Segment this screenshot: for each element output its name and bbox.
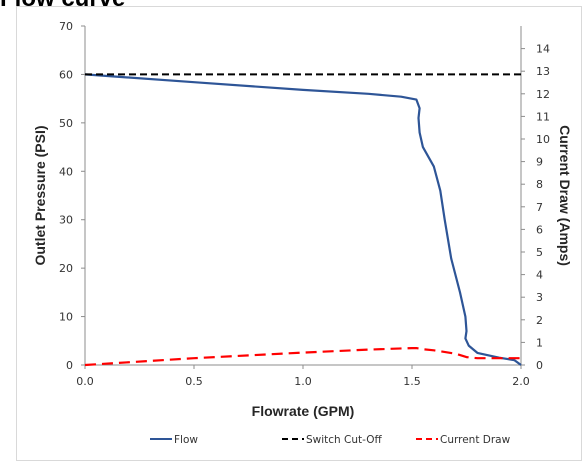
axes-layer [84, 26, 522, 366]
series-line-current-draw [84, 347, 521, 367]
y2-tick-label: 9 [536, 156, 543, 169]
legend-label: Current Draw [440, 434, 511, 446]
series-line-flow [84, 73, 522, 366]
y2-tick-label: 10 [536, 133, 550, 146]
y2-tick-label: 4 [536, 269, 543, 282]
legend-label: Switch Cut-Off [306, 434, 383, 446]
x-tick-label: 2.0 [512, 375, 530, 388]
legend-label: Flow [174, 434, 198, 446]
y2-tick-label: 12 [536, 88, 550, 101]
y2-axis-title: Current Draw (Amps) [557, 125, 573, 266]
y2-tick-label: 7 [536, 201, 543, 214]
y2-tick-label: 14 [536, 43, 550, 56]
y-tick-label: 70 [59, 20, 73, 33]
x-axis-title: Flowrate (GPM) [252, 403, 355, 419]
y-tick-label: 30 [59, 214, 73, 227]
y-tick-label: 0 [66, 359, 73, 372]
y-tick-label: 20 [59, 262, 73, 275]
x-tick-label: 0.5 [185, 375, 203, 388]
y-tick-label: 60 [59, 68, 73, 81]
x-tick-label: 1.5 [403, 375, 421, 388]
chart-border [16, 6, 582, 461]
y2-tick-label: 8 [536, 178, 543, 191]
y2-tick-label: 11 [536, 110, 550, 123]
y-tick-label: 50 [59, 117, 73, 130]
legend: Flow Switch Cut-Off Current Draw [150, 434, 511, 446]
y2-tick-label: 1 [536, 336, 543, 349]
y2-tick-label: 6 [536, 223, 543, 236]
x-tick-label: 0.0 [76, 375, 94, 388]
y-tick-label: 10 [59, 311, 73, 324]
y-tick-label: 40 [59, 165, 73, 178]
y2-tick-label: 2 [536, 314, 543, 327]
ticks-layer: 0.0 0.5 1.0 1.5 2.00102030405060700123456789… [59, 20, 550, 388]
y2-tick-label: 0 [536, 359, 543, 372]
y2-tick-label: 3 [536, 291, 543, 304]
x-tick-label: 1.0 [294, 375, 312, 388]
series-layer [84, 73, 522, 367]
page-title: Flow curve [0, 0, 125, 14]
y2-tick-label: 13 [536, 65, 550, 78]
y2-tick-label: 5 [536, 246, 543, 259]
y-axis-title: Outlet Pressure (PSI) [32, 125, 48, 265]
